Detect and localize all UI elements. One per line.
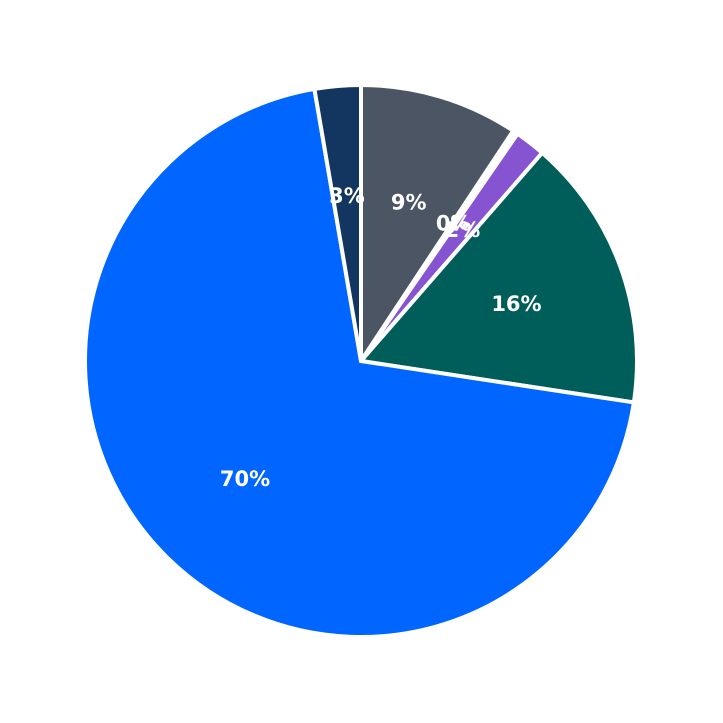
slice-label-5: 3% <box>329 184 365 208</box>
pie-slice-5 <box>312 82 363 362</box>
labels-layer: 9% 0%2% 16% 70% 3% <box>220 184 542 491</box>
slice-label-4: 70% <box>220 467 270 491</box>
slice-label-0: 9% <box>391 190 427 214</box>
slice-label-1: 0% <box>436 212 472 236</box>
slice-label-2: 2% <box>445 218 481 242</box>
slice-label-3: 16% <box>491 292 541 316</box>
pie-slice-0 <box>359 82 517 368</box>
pie-slice-3 <box>357 150 639 405</box>
slices-layer <box>83 82 639 639</box>
pie-slice-4 <box>83 86 637 639</box>
